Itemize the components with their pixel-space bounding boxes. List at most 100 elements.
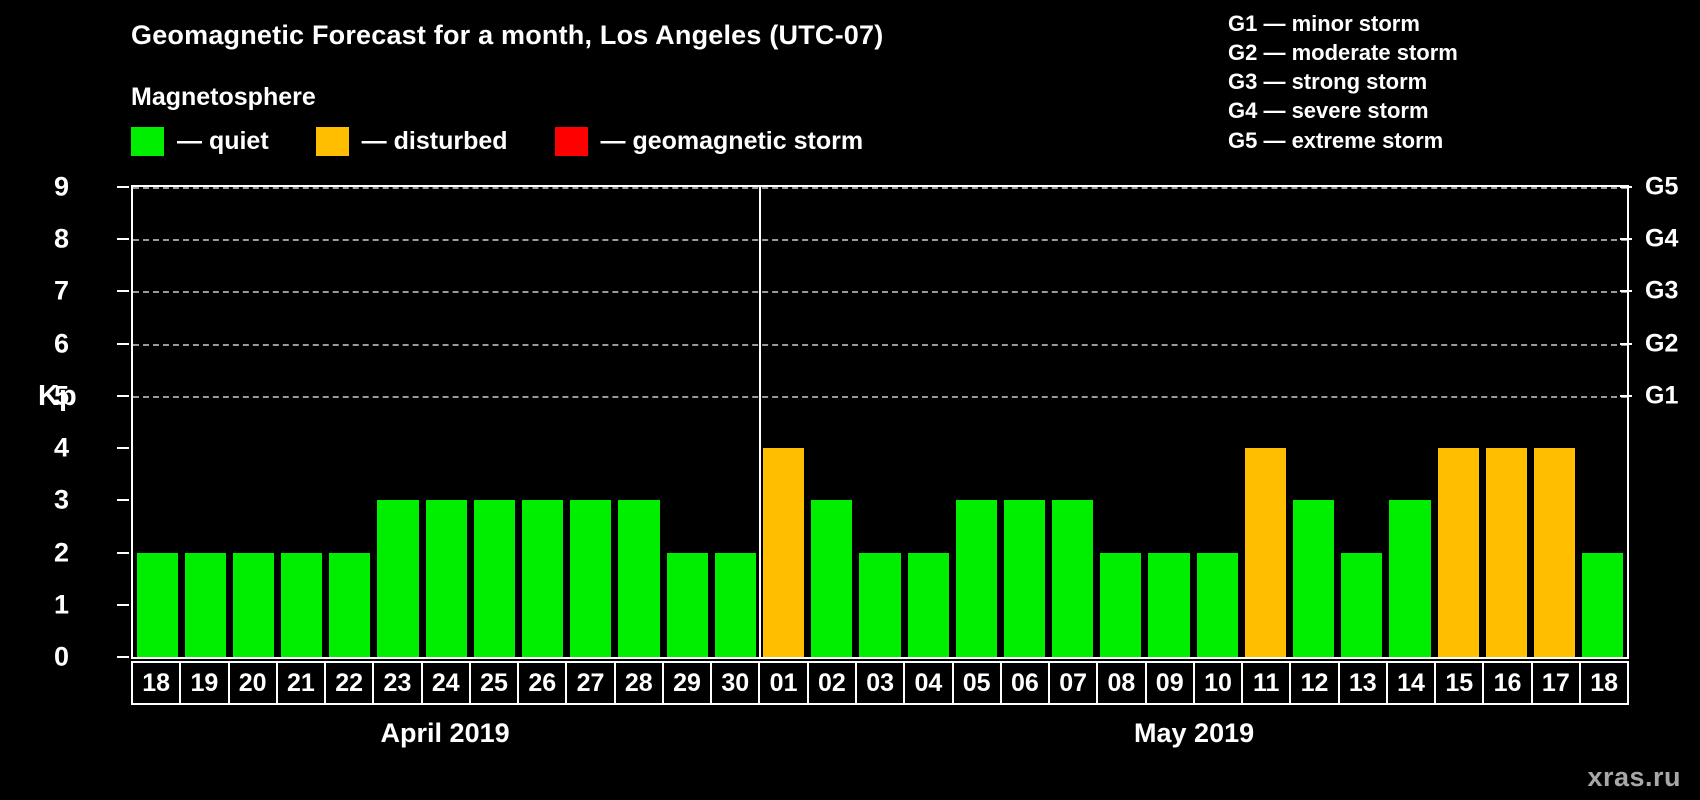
- bar-29: [666, 552, 708, 657]
- bar-cell: [567, 187, 615, 657]
- legend-swatch-quiet: [131, 127, 164, 156]
- y-tick-label-1: 1: [53, 589, 69, 620]
- g-tick-mark-G5: [1620, 186, 1632, 188]
- magnetosphere-heading: Magnetosphere: [131, 83, 316, 111]
- bar-09: [1148, 552, 1190, 657]
- g-scale-row-3: G3 — strong storm: [1228, 69, 1428, 95]
- bar-cell: [1145, 187, 1193, 657]
- legend-swatch-disturbed: [315, 127, 349, 156]
- g-tick-label-G4: G4: [1645, 224, 1679, 253]
- day-label-03: 03: [857, 663, 906, 703]
- day-label-17: 17: [1533, 663, 1581, 703]
- bar-cell: [1193, 187, 1241, 657]
- month-caption-april: April 2019: [380, 718, 510, 748]
- bar-21: [281, 552, 323, 657]
- day-label-08: 08: [1098, 663, 1147, 703]
- bar-cell: [229, 187, 277, 657]
- bar-06: [1003, 500, 1046, 657]
- y-tick-label-2: 2: [53, 537, 69, 568]
- bar-cell: [1338, 187, 1386, 657]
- g-tick-mark-G4: [1620, 238, 1632, 241]
- bar-17: [1533, 448, 1576, 657]
- bar-cell: [904, 187, 952, 657]
- bar-cell: [1097, 187, 1145, 657]
- day-label-06: 06: [1002, 663, 1051, 703]
- g-tick-mark-G3: [1620, 290, 1632, 293]
- day-label-02: 02: [809, 663, 857, 703]
- bar-24: [425, 500, 467, 657]
- y-tick-mark-9: [117, 186, 129, 188]
- day-label-23: 23: [374, 663, 423, 703]
- day-label-27: 27: [567, 663, 616, 703]
- bar-19: [184, 552, 226, 657]
- day-label-05: 05: [954, 663, 1002, 703]
- day-label-21: 21: [278, 663, 327, 703]
- day-label-20: 20: [230, 663, 278, 703]
- y-tick-mark-3: [117, 499, 129, 502]
- y-tick-mark-5: [117, 394, 129, 397]
- day-label-01: 01: [760, 663, 809, 703]
- bar-cell: [133, 187, 181, 657]
- bar-cell: [856, 187, 904, 657]
- day-label-09: 09: [1147, 663, 1195, 703]
- bar-cell: [952, 187, 1000, 657]
- y-tick-mark-0: [117, 656, 129, 658]
- chart-plot-area: [131, 185, 1629, 659]
- bar-01: [762, 448, 805, 657]
- g-tick-label-G3: G3: [1645, 276, 1679, 305]
- bar-cell: [1241, 187, 1289, 657]
- legend-item-disturbed: — disturbed: [315, 127, 555, 156]
- bar-23: [377, 500, 419, 657]
- day-label-29: 29: [664, 663, 713, 703]
- day-label-30: 30: [712, 663, 761, 703]
- bar-cell: [181, 187, 229, 657]
- gridline-kp-5: [133, 395, 1627, 398]
- g-scale-row-5: G5 — extreme storm: [1228, 127, 1444, 153]
- bar-cell: [1386, 187, 1434, 657]
- day-label-07: 07: [1050, 663, 1099, 703]
- legend: — quiet — disturbed — geomagnetic storm: [131, 127, 910, 156]
- y-tick-label-5: 5: [53, 380, 69, 411]
- day-label-14: 14: [1388, 663, 1437, 703]
- y-tick-mark-1: [117, 603, 129, 606]
- bar-07: [1052, 500, 1094, 657]
- bar-27: [570, 500, 612, 657]
- day-label-11: 11: [1243, 663, 1292, 703]
- g-tick-label-G2: G2: [1645, 329, 1679, 358]
- y-tick-mark-2: [117, 551, 129, 554]
- day-label-12: 12: [1291, 663, 1340, 703]
- legend-label-storm: — geomagnetic storm: [600, 127, 864, 155]
- bar-03: [859, 552, 901, 657]
- bar-cell: [1530, 187, 1578, 657]
- g-scale-legend: G1 — minor storm G2 — moderate storm G3 — …: [1228, 9, 1458, 155]
- gridline-kp-6: [133, 343, 1627, 346]
- bar-30: [714, 552, 756, 657]
- bar-16: [1485, 448, 1527, 657]
- bar-cell: [663, 187, 711, 657]
- bar-cell: [1482, 187, 1530, 657]
- bar-cell: [759, 187, 807, 657]
- y-tick-label-8: 8: [53, 223, 69, 254]
- bar-11: [1244, 448, 1286, 657]
- bar-cell: [1049, 187, 1097, 657]
- bar-cell: [422, 187, 470, 657]
- bar-cell: [470, 187, 518, 657]
- day-label-26: 26: [519, 663, 568, 703]
- bar-08: [1100, 552, 1142, 657]
- bar-cell: [519, 187, 567, 657]
- bar-cell: [615, 187, 663, 657]
- g-scale-row-2: G2 — moderate storm: [1228, 40, 1458, 66]
- bar-18: [136, 552, 178, 657]
- bar-cell: [808, 187, 856, 657]
- legend-item-storm: — geomagnetic storm: [554, 127, 911, 156]
- bar-10: [1196, 552, 1238, 657]
- gridline-kp-9: [133, 187, 1627, 189]
- legend-item-quiet: — quiet: [131, 127, 316, 156]
- bar-25: [473, 500, 515, 657]
- bar-02: [811, 500, 853, 657]
- day-label-04: 04: [905, 663, 954, 703]
- bar-22: [329, 552, 371, 657]
- bar-cell: [374, 187, 422, 657]
- bar-cell: [1579, 187, 1627, 657]
- y-tick-label-9: 9: [53, 171, 69, 202]
